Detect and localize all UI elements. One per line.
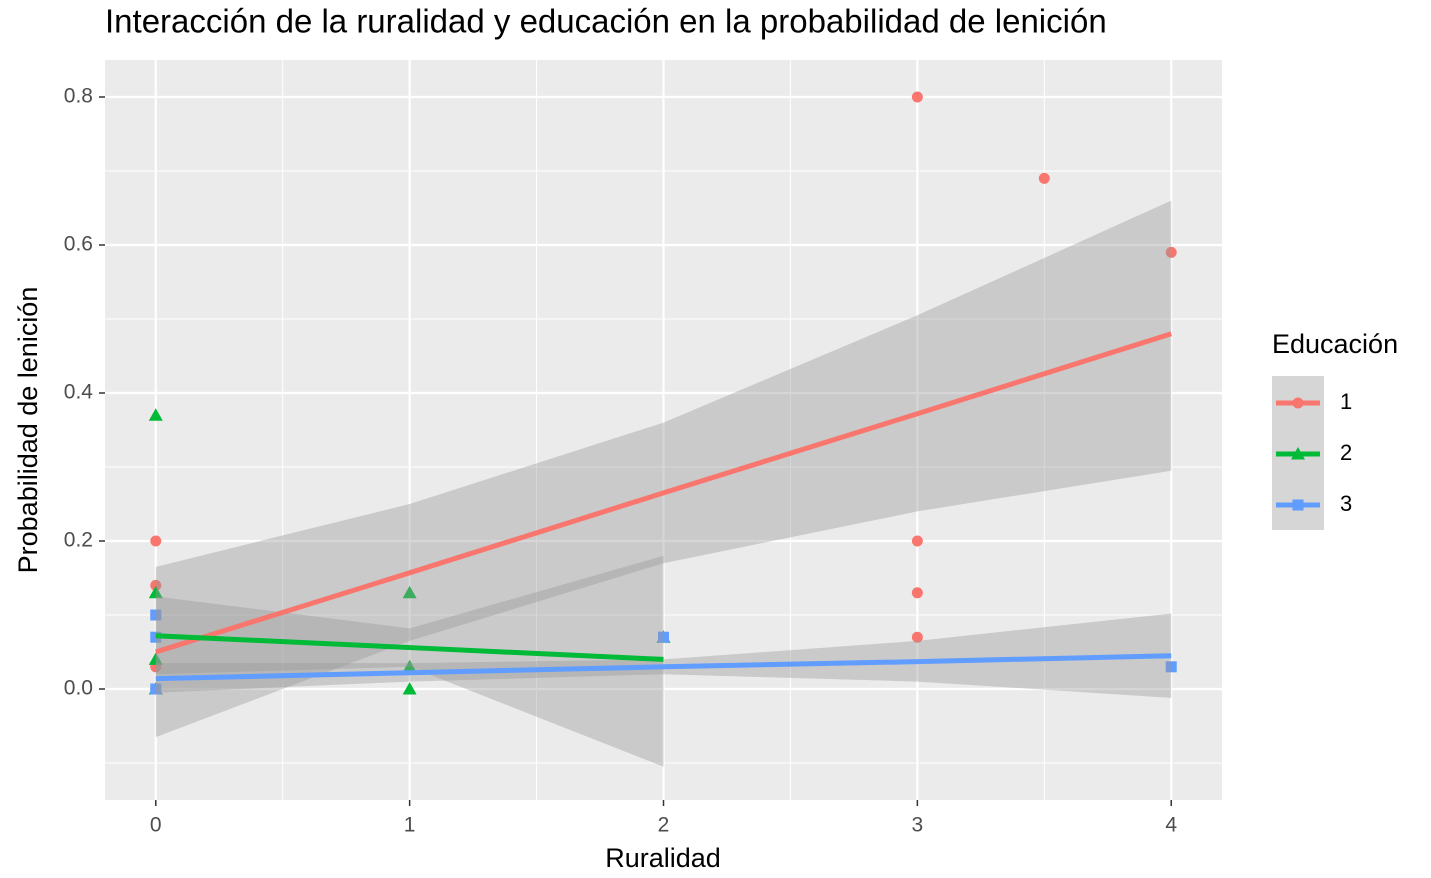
x-tick-label: 2 [658, 814, 670, 837]
point [150, 609, 162, 621]
legend-marker [1292, 397, 1304, 409]
x-axis-label: Ruralidad [605, 843, 721, 873]
point [658, 631, 669, 643]
x-tick-label: 3 [912, 814, 924, 837]
point [148, 408, 163, 421]
y-axis-label: Probabilidad de lenición [13, 287, 43, 574]
chart-title: Interacción de la ruralidad y educación … [105, 3, 1107, 40]
point [150, 683, 162, 695]
point [148, 652, 163, 665]
legend-title: Educación [1272, 329, 1398, 359]
confidence-band [155, 200, 1172, 738]
point [1165, 246, 1177, 258]
fit-line [155, 653, 1172, 682]
y-tick-label: 0.8 [64, 85, 93, 108]
legend-marker [1291, 447, 1305, 460]
point [911, 587, 923, 599]
x-tick-label: 0 [150, 814, 162, 837]
legend-label: 3 [1340, 491, 1352, 516]
confidence-band [155, 613, 1172, 698]
y-tick-label: 0.0 [64, 677, 93, 700]
x-tick-label: 4 [1165, 814, 1177, 837]
point [1165, 661, 1177, 673]
legend-label: 1 [1340, 389, 1352, 414]
point [1038, 172, 1050, 184]
point [402, 682, 417, 695]
fit-line [155, 331, 1172, 655]
point [148, 585, 163, 599]
point [150, 535, 162, 547]
point [402, 585, 417, 599]
point [911, 535, 923, 547]
y-tick-label: 0.2 [64, 529, 93, 552]
point [911, 91, 923, 103]
y-tick-label: 0.6 [64, 233, 93, 256]
y-tick-label: 0.4 [64, 381, 94, 404]
x-tick-label: 1 [404, 814, 416, 837]
fit-line [155, 633, 664, 662]
point [911, 631, 923, 643]
legend-label: 2 [1340, 440, 1352, 465]
confidence-band [155, 555, 664, 767]
point [150, 579, 162, 591]
point [402, 659, 417, 673]
legend-marker [1292, 499, 1304, 511]
